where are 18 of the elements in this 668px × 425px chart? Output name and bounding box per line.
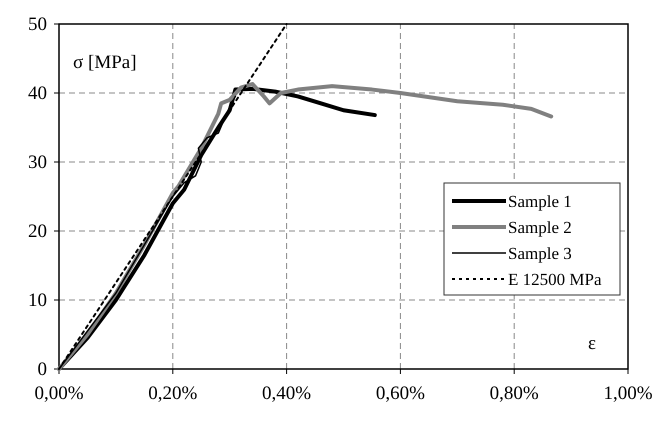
x-tick-label: 0,20% <box>148 383 198 404</box>
x-tick-label: 1,00% <box>603 383 653 404</box>
y-tick-label: 30 <box>28 152 47 173</box>
y-tick-label: 0 <box>38 359 47 380</box>
y-tick-label: 40 <box>28 83 47 104</box>
y-tick-label: 50 <box>28 14 47 35</box>
y-tick-label: 20 <box>28 221 47 242</box>
legend-label: Sample 1 <box>508 192 572 211</box>
legend-label: E 12500 MPa <box>508 270 602 289</box>
x-tick-label: 0,40% <box>262 383 312 404</box>
x-tick-label: 0,60% <box>376 383 426 404</box>
y-axis-title: σ [MPa] <box>73 52 137 73</box>
x-axis-title: ε <box>588 333 596 354</box>
x-tick-label: 0,80% <box>490 383 539 404</box>
x-tick-label: 0,00% <box>34 383 84 404</box>
legend-label: Sample 2 <box>508 218 572 237</box>
legend-label: Sample 3 <box>508 244 572 263</box>
y-tick-label: 10 <box>28 290 47 311</box>
